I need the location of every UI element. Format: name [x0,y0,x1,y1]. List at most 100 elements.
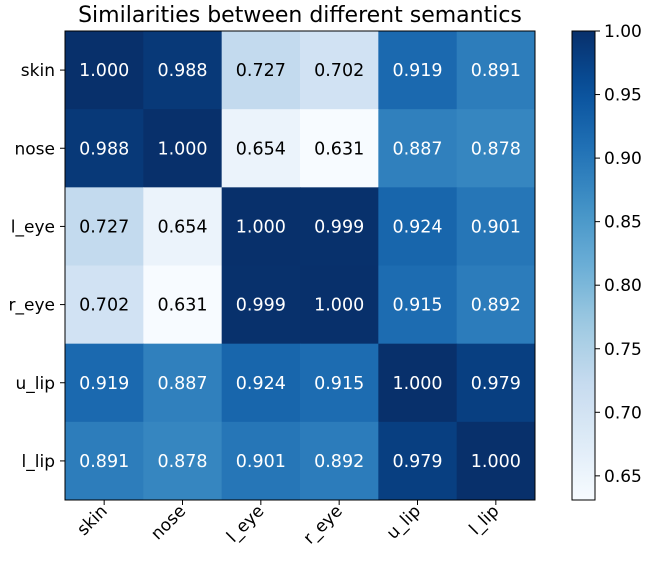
row-tick-labels: skin nose l_eye r_eye u_lip l_lip [9,61,65,472]
cell-value-label: 0.979 [392,452,442,472]
row-tick-label: r_eye [9,296,55,316]
cell-value-label: 1.000 [314,296,364,316]
cell-value-label: 0.702 [79,296,129,316]
cell-value-label: 0.727 [236,61,286,81]
heatmap-cell-nose-l_eye [221,109,301,188]
cell-value-label: 0.919 [79,374,129,394]
col-tick-label: l_lip [466,501,504,539]
row-tick-label: l_lip [22,452,55,472]
cell-value-label: 0.988 [157,61,207,81]
column-tick-labels: skin nose l_eye r_eye u_lip l_lip [73,500,503,548]
cell-value-label: 0.654 [157,217,207,237]
cell-value-label: 0.891 [79,452,129,472]
heatmap-cell-u_lip-l_eye [221,343,301,423]
heatmap-cell-r_eye-nose [143,265,223,345]
heatmap-cell-l_lip-u_lip [378,421,458,501]
cell-value-label: 0.979 [471,374,521,394]
heatmap-cell-r_eye-r_eye [300,265,379,345]
heatmap-cell-l_eye-nose [143,187,223,266]
heatmap-cell-l_eye-l_lip [456,187,536,266]
cell-value-label: 1.000 [471,452,521,472]
row-tick-label: u_lip [15,374,55,394]
heatmap-cell-nose-r_eye [300,109,379,188]
heatmap-cell-skin-l_lip [456,31,536,110]
colorbar-tick-label: 0.75 [604,340,642,360]
cell-value-label: 1.000 [392,374,442,394]
cell-value-label: 0.631 [314,139,364,159]
heatmap-cell-r_eye-l_lip [456,265,536,345]
heatmap-cell-skin-skin [65,31,144,110]
cell-value-label: 0.919 [392,61,442,81]
cell-value-label: 0.727 [79,217,129,237]
row-tick-label: nose [15,139,56,159]
cell-value-label: 0.887 [392,139,442,159]
heatmap-cell-l_eye-l_eye [221,187,301,266]
col-tick-label: r_eye [300,501,347,548]
cell-value-label: 0.988 [79,139,129,159]
heatmap-cell-l_lip-r_eye [300,421,379,501]
colorbar-tick-label: 1.00 [604,22,642,42]
colorbar-tick-label: 0.80 [604,276,642,296]
cell-value-label: 0.878 [157,452,207,472]
heatmap-cell-nose-skin [65,109,144,188]
row-tick-label: l_eye [11,217,55,237]
heatmap-cell-nose-u_lip [378,109,458,188]
cell-value-label: 0.654 [236,139,286,159]
heatmap-cells: 1.000 0.988 0.727 0.702 0.919 0.891 0.988 1.000… [65,31,536,501]
cell-value-label: 0.999 [314,217,364,237]
heatmap-cell-l_lip-nose [143,421,223,501]
cell-value-label: 0.924 [236,374,286,394]
heatmap-cell-u_lip-r_eye [300,343,379,423]
colorbar-ticks: 0.65 0.70 0.75 0.80 0.85 0.90 0.95 1.00 [595,22,642,487]
heatmap-frame [64,30,536,501]
heatmap-cell-r_eye-u_lip [378,265,458,345]
cell-value-label: 0.702 [314,61,364,81]
col-tick-label: nose [147,501,190,544]
cell-value-label: 0.631 [157,296,207,316]
chart-title: Similarities between different semantics [78,3,522,28]
cell-value-label: 0.878 [471,139,521,159]
heatmap-cell-nose-l_lip [456,109,536,188]
colorbar-tick-label: 0.65 [604,467,642,487]
cell-value-label: 0.901 [471,217,521,237]
heatmap-cell-skin-r_eye [300,31,379,110]
heatmap-cell-l_lip-skin [65,421,144,501]
colorbar-tick-label: 0.70 [604,403,642,423]
heatmap-cell-l_eye-u_lip [378,187,458,266]
heatmap-cell-skin-l_eye [221,31,301,110]
cell-value-label: 0.892 [314,452,364,472]
heatmap-cell-l_lip-l_eye [221,421,301,501]
col-tick-label: l_eye [223,501,268,546]
cell-value-label: 0.901 [236,452,286,472]
heatmap-cell-u_lip-skin [65,343,144,423]
cell-value-label: 0.915 [392,296,442,316]
cell-value-label: 0.999 [236,296,286,316]
cell-value-label: 1.000 [79,61,129,81]
heatmap-cell-nose-nose [143,109,223,188]
heatmap-cell-r_eye-l_eye [221,265,301,345]
col-tick-label: skin [73,501,111,539]
heatmap-cell-u_lip-u_lip [378,343,458,423]
colorbar-tick-label: 0.90 [604,149,642,169]
cell-value-label: 0.887 [157,374,207,394]
cell-value-label: 0.924 [392,217,442,237]
cell-value-label: 0.891 [471,61,521,81]
heatmap-cell-skin-u_lip [378,31,458,110]
heatmap-cell-r_eye-skin [65,265,144,345]
heatmap-cell-u_lip-l_lip [456,343,536,423]
heatmap-cell-l_lip-l_lip [456,421,536,501]
heatmap-cell-skin-nose [143,31,223,110]
cell-value-label: 1.000 [157,139,207,159]
heatmap-cell-l_eye-r_eye [300,187,379,266]
col-tick-label: u_lip [383,501,425,543]
heatmap-cell-u_lip-nose [143,343,223,423]
colorbar-tick-label: 0.95 [604,86,642,106]
row-tick-label: skin [21,61,55,81]
heatmap-cell-l_eye-skin [65,187,144,266]
cell-value-label: 0.915 [314,374,364,394]
colorbar [571,30,596,501]
colorbar-tick-label: 0.85 [604,213,642,233]
cell-value-label: 1.000 [236,217,286,237]
cell-value-label: 0.892 [471,296,521,316]
